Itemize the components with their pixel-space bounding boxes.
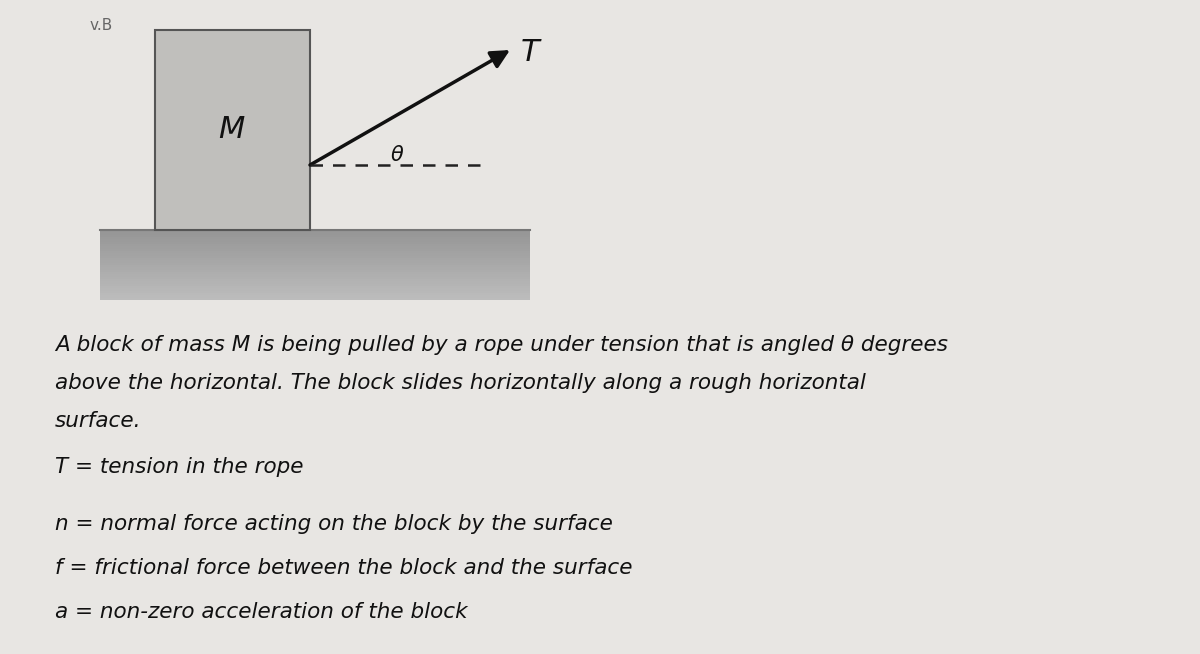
Bar <box>100 269 530 272</box>
Bar <box>100 244 530 247</box>
Text: n = normal force acting on the block by the surface: n = normal force acting on the block by … <box>55 514 613 534</box>
Bar <box>100 267 530 269</box>
Bar <box>100 263 530 265</box>
Bar <box>100 277 530 279</box>
Bar <box>100 237 530 239</box>
Text: $T$: $T$ <box>520 38 542 67</box>
Bar <box>100 258 530 260</box>
Text: v.B: v.B <box>90 18 113 33</box>
Bar <box>100 272 530 274</box>
Bar <box>155 30 310 230</box>
Bar <box>100 284 530 286</box>
Bar <box>100 293 530 296</box>
Text: $M$: $M$ <box>218 116 246 145</box>
Bar <box>100 274 530 277</box>
Bar <box>100 230 530 232</box>
Bar <box>100 242 530 244</box>
Bar <box>100 235 530 237</box>
Text: a = non-zero acceleration of the block: a = non-zero acceleration of the block <box>55 602 468 622</box>
Bar <box>100 249 530 251</box>
Bar <box>100 279 530 281</box>
Bar <box>100 296 530 298</box>
Text: $\theta$: $\theta$ <box>390 145 404 165</box>
Text: f = frictional force between the block and the surface: f = frictional force between the block a… <box>55 559 632 578</box>
Bar <box>100 251 530 253</box>
Text: surface.: surface. <box>55 411 142 431</box>
Bar <box>100 298 530 300</box>
Bar <box>100 288 530 290</box>
Bar <box>100 290 530 293</box>
Bar <box>100 232 530 235</box>
Bar <box>100 281 530 284</box>
Bar <box>100 253 530 256</box>
Bar <box>100 260 530 263</box>
Bar <box>100 256 530 258</box>
Text: A block of mass M is being pulled by a rope under tension that is angled θ degre: A block of mass M is being pulled by a r… <box>55 335 948 355</box>
Bar <box>100 247 530 249</box>
Bar <box>100 265 530 267</box>
Bar <box>100 286 530 288</box>
Bar <box>100 239 530 242</box>
Text: above the horizontal. The block slides horizontally along a rough horizontal: above the horizontal. The block slides h… <box>55 373 866 393</box>
Text: T = tension in the rope: T = tension in the rope <box>55 457 304 477</box>
